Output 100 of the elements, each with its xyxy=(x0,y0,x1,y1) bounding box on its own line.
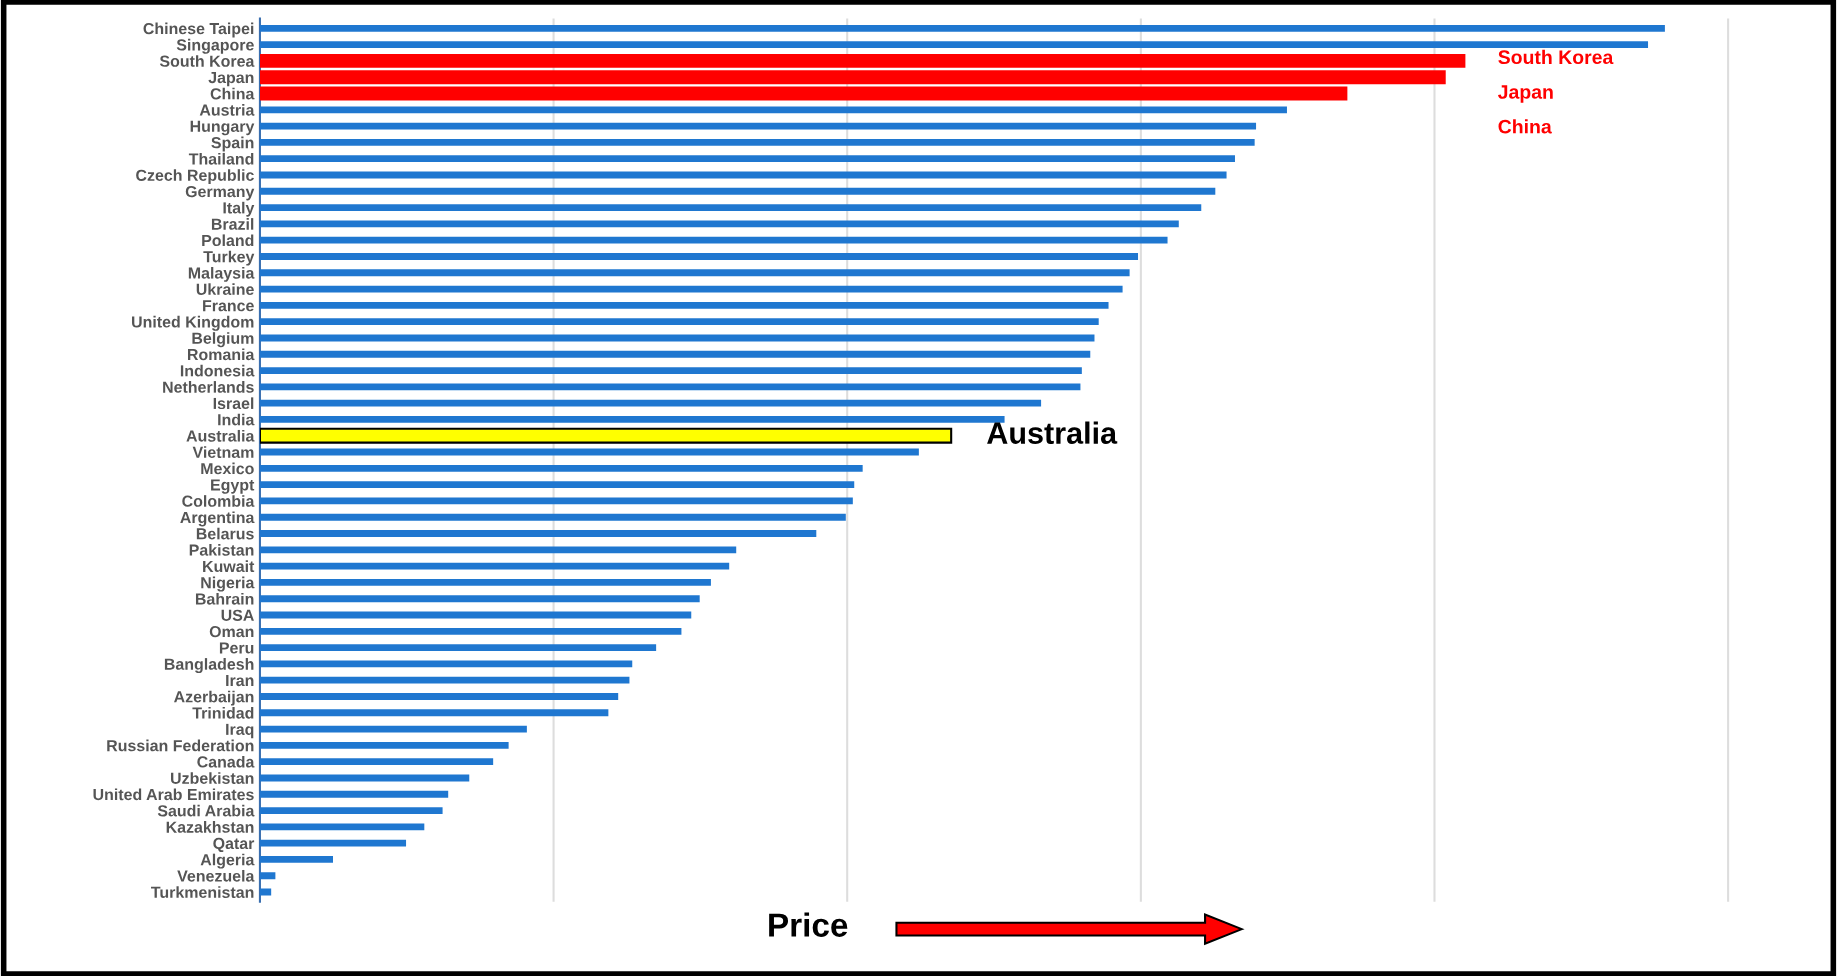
y-tick-label: Thailand xyxy=(188,152,254,165)
bar xyxy=(259,318,1099,326)
bar xyxy=(259,660,633,668)
bar xyxy=(259,399,1042,407)
y-tick-label: Iran xyxy=(226,674,254,687)
y-tick-label: Czech Republic xyxy=(136,169,254,185)
bar xyxy=(259,236,1168,244)
bar xyxy=(259,253,1139,260)
y-tick-label: Trinidad xyxy=(192,707,254,719)
bar xyxy=(259,269,1130,277)
annotation: Japan xyxy=(1498,85,1553,103)
y-tick-label: Colombia xyxy=(182,495,255,507)
y-tick-label: Brazil xyxy=(211,218,254,230)
y-tick-label: Romania xyxy=(188,348,255,361)
y-tick-label: Israel xyxy=(213,397,254,410)
y-tick-label: Japan xyxy=(208,72,254,87)
bar xyxy=(259,725,527,733)
y-tick-label: Venezuela xyxy=(177,869,255,882)
y-tick-label: United Kingdom xyxy=(132,315,254,331)
x-axis-title: Price xyxy=(769,912,848,937)
y-tick-label: China xyxy=(210,87,255,100)
y-tick-label: South Korea xyxy=(159,55,255,67)
y-tick-label: Belgium xyxy=(192,332,254,348)
y-tick-label: Uzbekistan xyxy=(171,772,254,784)
bar xyxy=(259,758,494,766)
bar xyxy=(259,106,1287,114)
bar xyxy=(259,220,1179,228)
bar xyxy=(259,155,1235,163)
y-tick-label: Iraq xyxy=(226,723,254,739)
y-tick-label: Singapore xyxy=(176,38,254,54)
y-tick-label: Hungary xyxy=(190,120,255,136)
bar xyxy=(259,741,509,749)
y-tick-label: Australia xyxy=(186,429,255,442)
bar xyxy=(259,562,730,570)
y-tick-label: Nigeria xyxy=(201,576,255,592)
annotation: China xyxy=(1498,119,1552,134)
bar xyxy=(259,546,737,554)
bar xyxy=(259,644,657,652)
y-tick-label: Italy xyxy=(223,201,255,217)
y-tick-label: Bahrain xyxy=(195,592,254,605)
y-tick-label: France xyxy=(203,300,254,312)
bar xyxy=(259,350,1091,358)
y-tick-label: Russian Federation xyxy=(107,739,254,752)
bar xyxy=(259,595,700,603)
y-tick-label: USA xyxy=(221,609,254,621)
y-tick-label: Pakistan xyxy=(189,544,254,556)
y-tick-label: Belarus xyxy=(196,527,254,540)
bar xyxy=(259,513,846,521)
bar xyxy=(259,790,449,798)
bar xyxy=(259,872,276,880)
y-tick-label: Malaysia xyxy=(188,266,255,282)
bar xyxy=(259,627,682,635)
bar xyxy=(259,367,1082,374)
y-tick-label: Chinese Taipei xyxy=(143,22,254,38)
bar xyxy=(259,693,619,700)
y-tick-label: Azerbaijan xyxy=(174,690,254,706)
annotation: Australia xyxy=(987,421,1118,444)
annotation: South Korea xyxy=(1498,49,1614,65)
bar xyxy=(259,383,1081,391)
y-tick-label: Poland xyxy=(202,234,254,247)
y-tick-label: Spain xyxy=(211,136,254,152)
bar xyxy=(259,301,1109,309)
bar xyxy=(259,823,425,831)
y-tick-label: Canada xyxy=(197,755,255,768)
y-tick-label: Qatar xyxy=(213,837,255,853)
bar xyxy=(259,481,855,489)
bar xyxy=(259,839,407,847)
bar xyxy=(259,578,711,586)
bar xyxy=(259,24,1665,32)
y-tick-label: Austria xyxy=(199,104,255,116)
y-tick-label: Oman xyxy=(209,625,254,638)
y-tick-label: Bangladesh xyxy=(164,658,254,674)
y-tick-label: Egypt xyxy=(211,479,255,494)
y-tick-label: Netherlands xyxy=(163,381,254,393)
bar xyxy=(259,204,1202,212)
y-tick-label: Turkey xyxy=(203,250,255,266)
bar xyxy=(259,709,609,717)
y-tick-label: Kuwait xyxy=(203,560,255,573)
y-tick-label: Peru xyxy=(219,642,254,654)
y-tick-label: Kazakhstan xyxy=(166,821,254,833)
y-tick-label: Ukraine xyxy=(196,283,254,296)
bar xyxy=(259,856,333,863)
bar xyxy=(259,41,1649,49)
y-tick-label: Algeria xyxy=(200,853,255,869)
y-tick-label: Turkmenistan xyxy=(151,886,254,898)
bar xyxy=(259,122,1257,130)
y-tick-label: Vietnam xyxy=(192,446,254,458)
bar xyxy=(259,416,1005,423)
bar xyxy=(259,530,817,537)
y-tick-label: Indonesia xyxy=(180,364,255,377)
bar xyxy=(259,187,1216,195)
bar xyxy=(259,464,863,472)
y-tick-label: Saudi Arabia xyxy=(157,804,255,817)
y-tick-label: Argentina xyxy=(180,511,255,527)
bar xyxy=(259,807,443,814)
y-tick-label: Germany xyxy=(185,185,255,201)
bar xyxy=(259,138,1255,146)
y-tick-label: Mexico xyxy=(201,462,254,475)
y-tick-label: United Arab Emirates xyxy=(93,788,254,801)
bar xyxy=(259,676,630,684)
